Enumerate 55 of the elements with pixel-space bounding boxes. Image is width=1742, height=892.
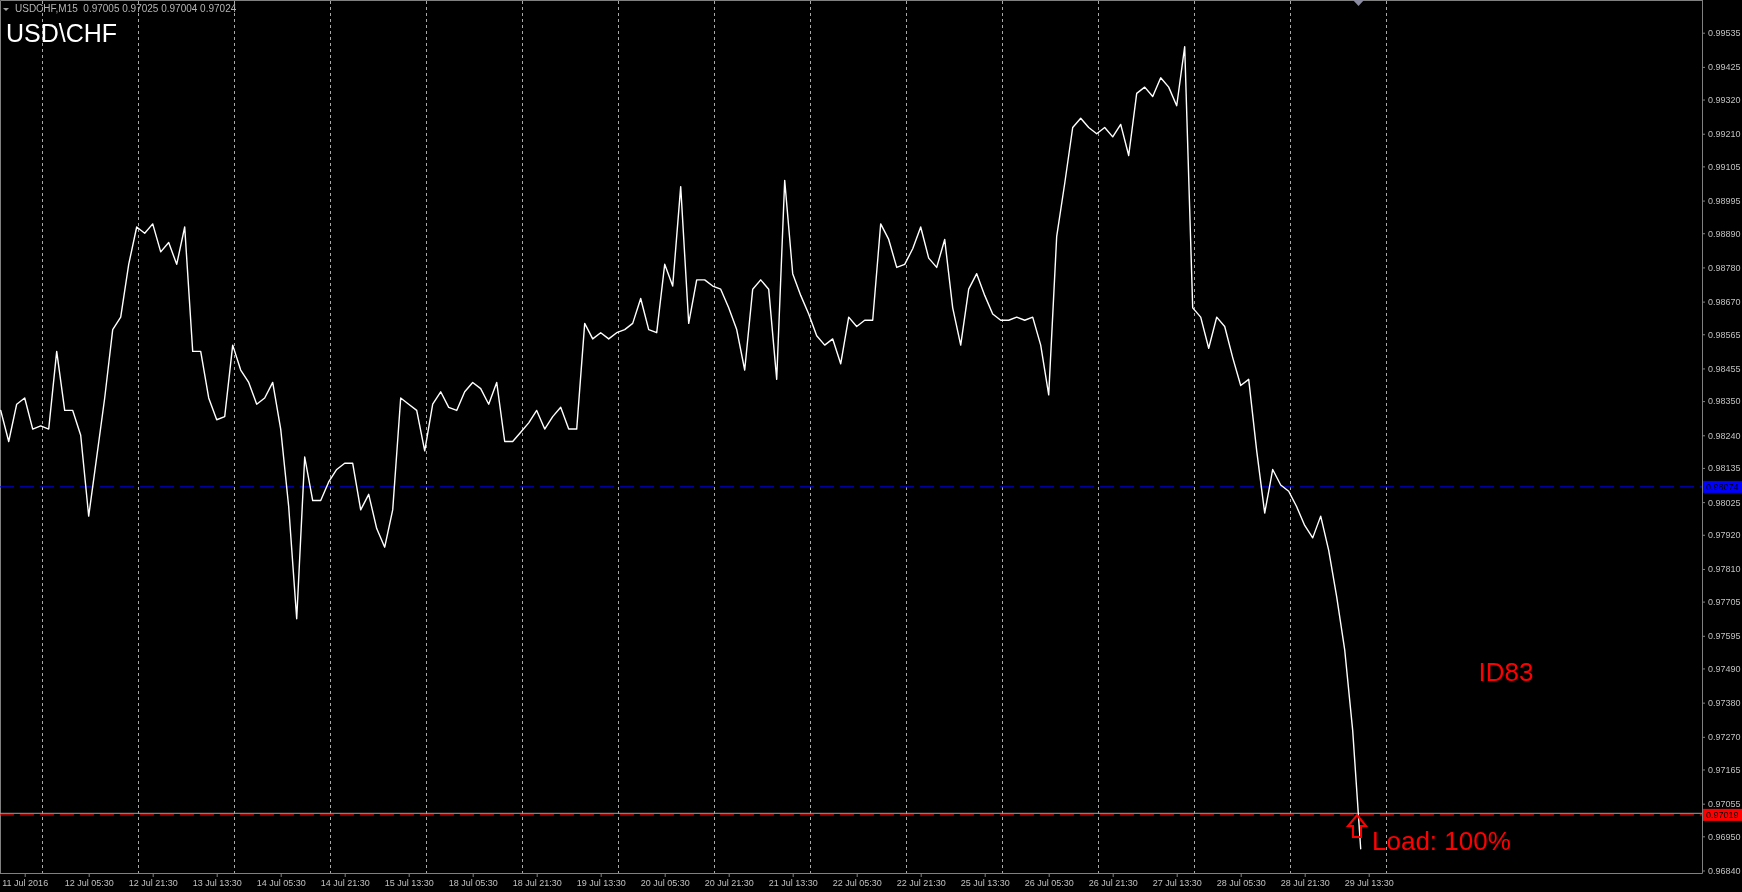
x-tick-label: 19 Jul 13:30 [576,878,626,889]
x-tick-label: 28 Jul 21:30 [1280,878,1330,889]
y-tick-label: 0.99320 [1708,94,1741,105]
y-tick-label: 0.97490 [1708,663,1741,674]
x-tick-label: 13 Jul 13:30 [192,878,242,889]
x-tick-label: 20 Jul 21:30 [704,878,754,889]
y-tick-label: 0.99105 [1708,161,1741,172]
x-tick-label: 22 Jul 21:30 [896,878,946,889]
x-tick-label: 14 Jul 05:30 [256,878,306,889]
line-series [0,46,1362,850]
y-tick-label: 0.97705 [1708,596,1741,607]
y-tick-label: 0.99210 [1708,129,1741,140]
y-tick-label: 0.98890 [1708,228,1741,239]
text: USD\CHF [6,19,118,47]
x-tick-label: 14 Jul 21:30 [320,878,370,889]
y-tick-label: 0.98565 [1708,329,1741,340]
text: ID83 [1478,657,1534,687]
x-tick-label: 27 Jul 13:30 [1152,878,1202,889]
y-tick-label: 0.97595 [1708,631,1741,642]
y-tick-label: 0.99425 [1708,62,1741,73]
ref-line-label: 0.98074 [1706,482,1739,493]
y-tick-label: 0.97920 [1708,530,1741,541]
annotation: Load: 100% [1372,826,1511,856]
y-tick-label: 0.98780 [1708,262,1741,273]
y-tick-label: 0.96950 [1708,831,1741,842]
x-tick-label: 29 Jul 13:30 [1344,878,1394,889]
y-tick-label: 0.97165 [1708,764,1741,775]
x-tick-label: 26 Jul 05:30 [1024,878,1074,889]
y-tick-label: 0.97810 [1708,564,1741,575]
ref-line-label: 0.97019 [1706,810,1739,821]
x-tick-label: 18 Jul 05:30 [448,878,498,889]
y-tick-label: 0.97055 [1708,799,1741,810]
x-tick-label: 11 Jul 2016 [2,878,49,889]
x-tick-label: 12 Jul 05:30 [64,878,114,889]
x-tick-label: 21 Jul 13:30 [768,878,818,889]
y-tick-label: 0.98350 [1708,396,1741,407]
y-tick-label: 0.96840 [1708,865,1741,876]
y-tick-label: 0.98455 [1708,363,1741,374]
y-tick-label: 0.97270 [1708,732,1741,743]
y-tick-label: 0.98025 [1708,497,1741,508]
y-tick-label: 0.98995 [1708,195,1741,206]
x-tick-label: 28 Jul 05:30 [1216,878,1266,889]
x-tick-label: 22 Jul 05:30 [832,878,882,889]
y-tick-label: 0.98135 [1708,463,1741,474]
x-tick-label: 20 Jul 05:30 [640,878,690,889]
x-tick-label: 25 Jul 13:30 [960,878,1010,889]
x-tick-label: 18 Jul 21:30 [512,878,562,889]
y-tick-label: 0.98240 [1708,430,1741,441]
chart-subtitle: USDCHF,M15 0.97005 0.97025 0.97004 0.97024 [15,3,237,14]
x-tick-label: 15 Jul 13:30 [384,878,434,889]
x-tick-label: 26 Jul 21:30 [1088,878,1138,889]
x-tick-label: 12 Jul 21:30 [128,878,178,889]
y-tick-label: 0.99535 [1708,28,1741,39]
y-tick-label: 0.97380 [1708,698,1741,709]
y-tick-label: 0.98670 [1708,296,1741,307]
